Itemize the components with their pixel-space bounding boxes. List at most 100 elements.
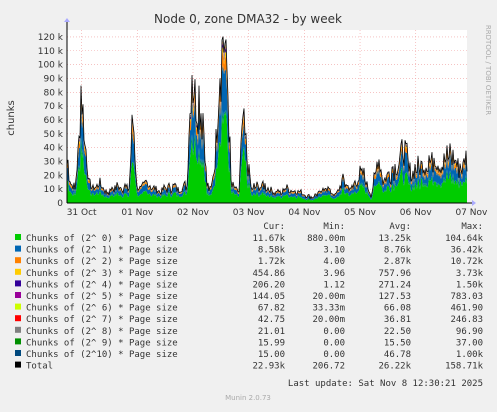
y-tick-label: 50 k: [43, 130, 63, 140]
y-tick-label: 20 k: [43, 171, 63, 181]
legend-value-avg: 66.08: [384, 304, 411, 314]
legend-series-name: Chunks of (2^ 1) * Page size: [26, 246, 178, 256]
legend-series-name: Chunks of (2^ 5) * Page size: [26, 292, 178, 302]
legend-series-name: Chunks of (2^ 9) * Page size: [26, 338, 178, 348]
legend-swatch: [15, 292, 21, 298]
x-tick-label: 01 Nov: [121, 208, 154, 218]
legend-swatch: [15, 350, 21, 356]
legend-value-min: 206.72: [312, 362, 345, 372]
legend: Cur: Min: Avg: Max: Chunks of (2^ 0) * Page …: [15, 222, 484, 372]
legend-swatch: [15, 245, 21, 252]
legend-column-header: Min:: [323, 222, 345, 232]
legend-value-min: 3.96: [323, 269, 345, 279]
series-area: [67, 64, 467, 201]
chart-title: Node 0, zone DMA32 - by week: [154, 12, 342, 26]
legend-value-min: 3.10: [323, 246, 345, 256]
legend-value-max: 104.64k: [445, 234, 484, 244]
legend-swatch: [15, 234, 21, 240]
legend-value-cur: 15.99: [258, 338, 285, 348]
legend-series-name: Chunks of (2^ 7) * Page size: [26, 315, 178, 325]
legend-swatch: [15, 338, 21, 345]
y-tick-label: 80 k: [43, 88, 63, 98]
legend-value-min: 4.00: [323, 257, 345, 267]
y-tick-label: 120 k: [38, 33, 64, 43]
legend-value-cur: 42.75: [258, 315, 285, 325]
y-tick-label: 100 k: [38, 61, 64, 71]
legend-value-max: 10.72k: [450, 257, 483, 267]
y-tick-label: 40 k: [43, 144, 63, 154]
legend-series-name: Chunks of (2^ 3) * Page size: [26, 269, 178, 279]
legend-value-max: 36.42k: [450, 246, 483, 256]
legend-series-name: Chunks of (2^ 0) * Page size: [26, 234, 178, 244]
legend-swatch: [15, 257, 21, 264]
legend-value-cur: 144.05: [252, 292, 285, 302]
x-tick-label: 05 Nov: [344, 208, 377, 218]
legend-value-cur: 15.00: [258, 350, 285, 360]
x-axis-arrow: [472, 200, 476, 206]
legend-value-max: 783.03: [450, 292, 483, 302]
legend-value-max: 37.00: [456, 338, 483, 348]
legend-series-name: Chunks of (2^ 8) * Page size: [26, 327, 178, 337]
legend-value-cur: 8.58k: [258, 246, 286, 256]
legend-value-max: 158.71k: [445, 362, 484, 372]
y-tick-label: 0: [57, 199, 63, 209]
legend-value-max: 1.00k: [456, 350, 484, 360]
legend-value-max: 1.50k: [456, 280, 484, 290]
legend-value-avg: 757.96: [378, 269, 411, 279]
legend-value-avg: 36.81: [384, 315, 411, 325]
legend-value-avg: 8.76k: [384, 246, 412, 256]
legend-value-avg: 13.25k: [378, 234, 411, 244]
legend-column-header: Max:: [461, 222, 483, 232]
series-line-total: [66, 36, 468, 201]
legend-value-min: 20.00m: [312, 292, 345, 302]
legend-swatch: [15, 326, 21, 333]
legend-value-avg: 271.24: [378, 280, 411, 290]
legend-swatch: [15, 280, 21, 287]
x-tick-label: 07 Nov: [455, 208, 488, 218]
legend-value-avg: 26.22k: [378, 362, 411, 372]
legend-value-min: 0.00: [323, 338, 345, 348]
legend-value-max: 246.83: [450, 315, 483, 325]
y-axis-label: chunks: [6, 100, 17, 136]
legend-swatch: [15, 268, 21, 275]
x-tick-label: 06 Nov: [400, 208, 433, 218]
y-tick-label: 110 k: [38, 47, 64, 57]
legend-value-min: 1.12: [323, 280, 345, 290]
legend-column-header: Cur:: [263, 222, 285, 232]
legend-value-max: 461.90: [450, 304, 483, 314]
legend-value-avg: 15.50: [384, 338, 411, 348]
x-tick-label: 02 Nov: [177, 208, 210, 218]
legend-value-min: 880.00m: [307, 234, 345, 244]
legend-value-cur: 67.82: [258, 304, 285, 314]
legend-value-min: 0.00: [323, 350, 345, 360]
legend-swatch: [15, 361, 21, 368]
y-tick-label: 10 k: [43, 185, 63, 195]
legend-value-cur: 22.93k: [252, 362, 285, 372]
legend-value-avg: 22.50: [384, 327, 411, 337]
munin-version: Munin 2.0.73: [225, 394, 271, 402]
y-tick-label: 90 k: [43, 74, 63, 84]
x-tick-label: 03 Nov: [233, 208, 266, 218]
legend-value-cur: 11.67k: [252, 234, 285, 244]
legend-series-name: Chunks of (2^ 2) * Page size: [26, 257, 178, 267]
legend-value-cur: 1.72k: [258, 257, 286, 267]
y-tick-label: 30 k: [43, 157, 63, 167]
x-tick-label: 31 Oct: [67, 208, 97, 218]
legend-value-min: 0.00: [323, 327, 345, 337]
legend-swatch: [15, 303, 21, 310]
series-area: [67, 109, 467, 203]
legend-value-cur: 206.20: [252, 280, 285, 290]
y-tick-label: 60 k: [43, 116, 63, 126]
last-update: Last update: Sat Nov 8 12:30:21 2025: [288, 379, 483, 389]
plot-area: 0 10 k 20 k 30 k 40 k 50 k 60 k 70 k 80 k 90 k 100…: [38, 18, 488, 218]
y-axis-arrow: [64, 18, 70, 22]
legend-series-name: Chunks of (2^10) * Page size: [26, 350, 178, 360]
legend-value-min: 20.00m: [312, 315, 345, 325]
legend-series-name: Total: [26, 362, 53, 372]
legend-value-avg: 2.87k: [384, 257, 412, 267]
rrdtool-credit: RRDTOOL / TOBI OETIKER: [484, 25, 492, 115]
legend-value-avg: 127.53: [378, 292, 411, 302]
legend-value-cur: 21.01: [258, 327, 285, 337]
